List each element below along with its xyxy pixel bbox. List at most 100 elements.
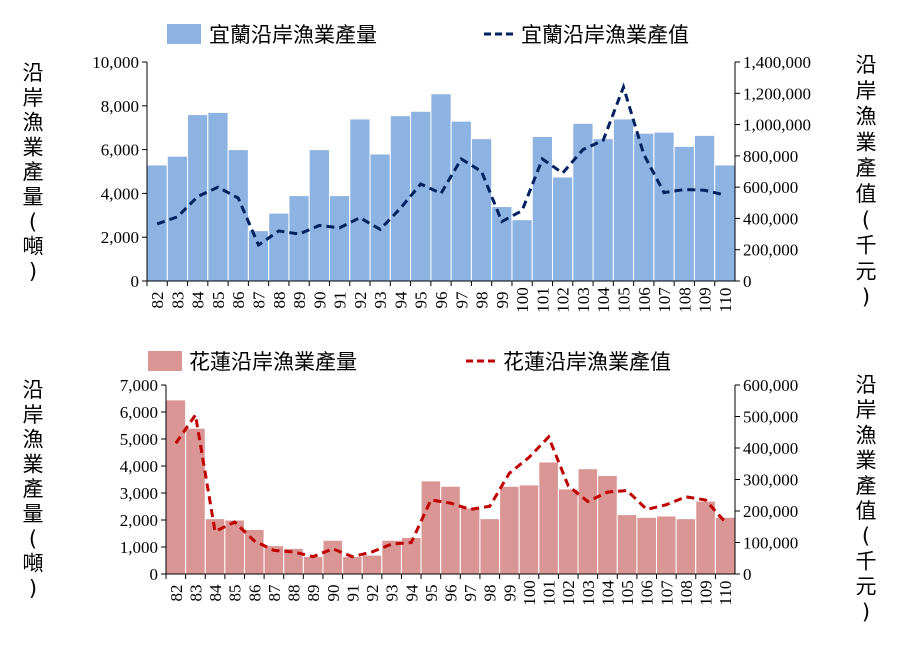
bar-110: [714, 164, 736, 282]
x-tick-label: 106: [638, 580, 657, 606]
bar-100: [518, 484, 540, 575]
bar-90: [308, 149, 330, 282]
x-tick-label: 109: [697, 580, 716, 606]
left-tick-label: 0: [131, 272, 140, 291]
left-tick-label: 3,000: [120, 484, 158, 503]
bar-103: [572, 122, 594, 282]
x-tick-label: 109: [696, 287, 715, 313]
bar-92: [361, 554, 383, 575]
bar-99: [491, 206, 513, 282]
right-tick-label: 0: [743, 565, 752, 584]
bar-94: [389, 115, 412, 282]
bar-89: [288, 195, 310, 282]
legend-label-bar: 宜蘭沿岸漁業產量: [209, 23, 377, 47]
x-tick-label: 100: [513, 287, 532, 313]
x-tick-label: 86: [245, 585, 264, 602]
bar-108: [675, 518, 697, 575]
bar-100: [511, 219, 533, 282]
left-tick-label: 0: [150, 565, 159, 584]
x-tick-label: 101: [533, 287, 552, 313]
legend-swatch-bar: [167, 24, 201, 44]
left-tick-label: 8,000: [101, 97, 139, 116]
x-tick-label: 87: [250, 291, 269, 309]
bar-106: [633, 132, 655, 282]
right-tick-label: 200,000: [743, 502, 798, 521]
bar-98: [470, 138, 493, 282]
x-tick-label: 110: [716, 581, 735, 606]
right-axis-title: 沿岸漁業產值(千元): [856, 373, 877, 624]
chart-hualien: 0 1,000 2,000 3,000 4,000 5,000 6,000 7,000 0 100…: [23, 350, 877, 624]
x-tick-label: 93: [383, 585, 402, 602]
bar-99: [499, 485, 520, 575]
x-tick-label: 95: [412, 292, 431, 309]
bar-96: [430, 93, 452, 282]
bar-91: [342, 555, 363, 575]
right-tick-label: 400,000: [743, 439, 798, 458]
bar-86: [243, 528, 265, 575]
x-tick-label: 83: [186, 585, 205, 602]
x-tick-label: 107: [657, 580, 676, 606]
bar-102: [557, 488, 579, 575]
right-tick-label: 1,400,000: [743, 53, 811, 72]
bar-108: [673, 145, 695, 282]
right-tick-label: 100,000: [743, 534, 798, 553]
left-tick-label: 4,000: [101, 184, 139, 203]
x-tick-label: 82: [148, 292, 167, 309]
legend-swatch-bar: [148, 351, 182, 371]
x-tick-label: 93: [371, 292, 390, 309]
x-tick-label: 91: [343, 585, 362, 602]
x-tick-label: 98: [473, 292, 492, 309]
x-tick-label: 104: [598, 580, 617, 606]
x-tick-label: 102: [554, 287, 573, 313]
right-tick-label: 0: [743, 272, 752, 291]
bar-87: [247, 230, 270, 282]
right-axis-title: 沿岸漁業產值(千元): [856, 53, 877, 309]
bar-104: [592, 138, 614, 282]
x-tick-label: 82: [167, 585, 186, 602]
x-tick-label: 89: [290, 292, 309, 309]
x-tick-label: 83: [168, 292, 187, 309]
right-tick-label: 1,000,000: [743, 116, 811, 135]
x-tick-label: 85: [209, 292, 228, 309]
left-tick-label: 2,000: [101, 228, 139, 247]
left-tick-label: 1,000: [120, 538, 158, 557]
x-tick-label: 95: [422, 585, 441, 602]
bar-85: [207, 111, 229, 282]
x-tick-label: 91: [331, 292, 350, 309]
x-tick-label: 88: [285, 585, 304, 602]
bar-92: [349, 118, 371, 282]
bar-84: [187, 114, 209, 282]
right-tick-label: 300,000: [743, 471, 798, 490]
bar-98: [479, 518, 501, 575]
left-tick-label: 2,000: [120, 511, 158, 530]
right-tick-label: 400,000: [743, 209, 798, 228]
left-axis-title: 沿岸漁業產量(噸): [23, 378, 44, 600]
x-tick-label: 92: [363, 585, 382, 602]
x-tick-label: 90: [310, 292, 329, 309]
bar-91: [328, 195, 351, 282]
bar-104: [597, 474, 618, 575]
x-tick-label: 105: [618, 580, 637, 606]
x-tick-label: 105: [614, 287, 633, 313]
bar-90: [322, 539, 344, 575]
x-tick-label: 98: [481, 585, 500, 602]
bar-93: [369, 153, 391, 282]
x-tick-label: 84: [189, 291, 208, 309]
right-tick-label: 600,000: [743, 178, 798, 197]
x-tick-label: 108: [675, 287, 694, 313]
legend-label-line: 花蓮沿岸漁業產值: [503, 350, 671, 374]
bar-109: [695, 500, 716, 575]
x-tick-label: 89: [304, 585, 323, 602]
left-axis-title: 沿岸漁業產量(噸): [23, 61, 44, 283]
legend-label-line: 宜蘭沿岸漁業產值: [521, 23, 689, 47]
bar-101: [538, 461, 559, 575]
x-tick-label: 86: [229, 292, 248, 309]
bar-107: [653, 131, 675, 282]
x-tick-label: 101: [540, 580, 559, 606]
right-tick-label: 800,000: [743, 147, 798, 166]
series-line-value: [156, 82, 726, 248]
bar-107: [656, 515, 677, 575]
left-tick-label: 10,000: [92, 53, 139, 72]
right-tick-label: 200,000: [743, 241, 798, 260]
x-tick-label: 94: [391, 291, 410, 309]
